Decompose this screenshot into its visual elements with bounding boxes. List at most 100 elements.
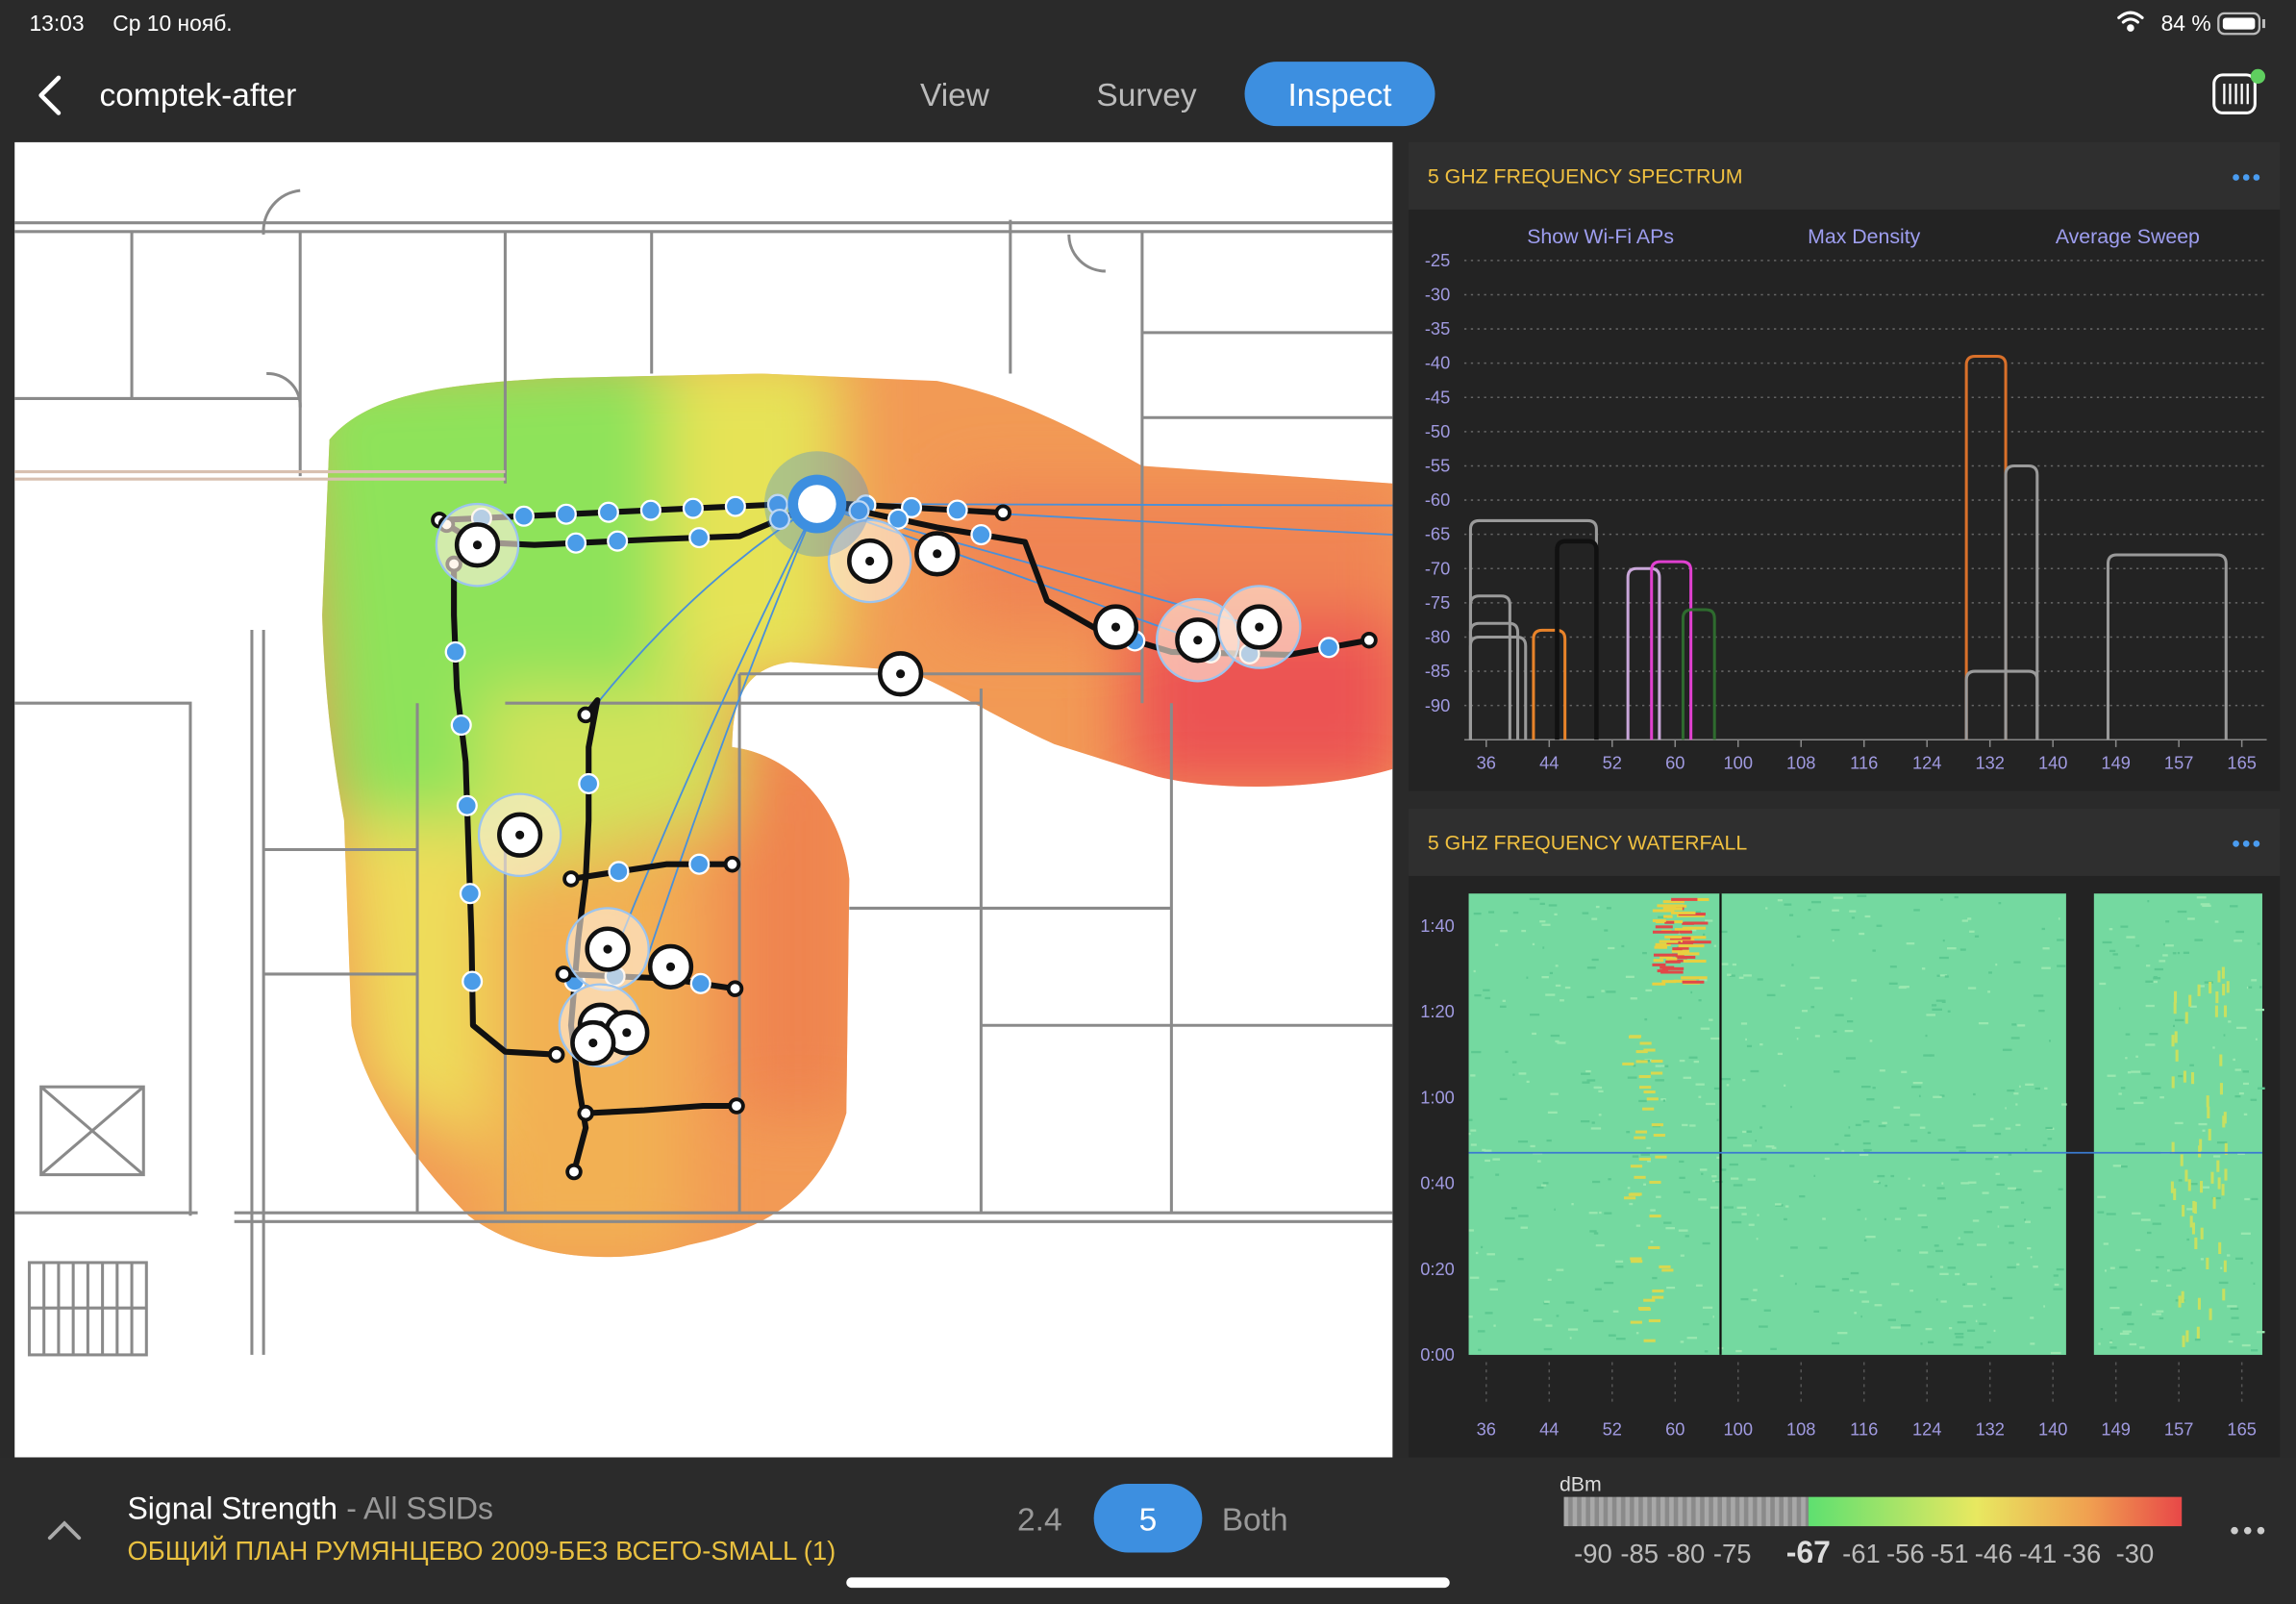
noise: [2182, 1204, 2185, 1217]
tab[interactable]: Survey: [1096, 78, 1197, 113]
noise: [2222, 1289, 2226, 1301]
noise: [1836, 1332, 1848, 1335]
y-tick-label: -90: [1425, 695, 1450, 715]
noise: [2056, 1267, 2064, 1271]
noise: [1470, 1074, 1476, 1077]
noise: [2172, 1268, 2183, 1271]
expand-button[interactable]: [47, 1520, 82, 1541]
band-option[interactable]: Both: [1222, 1503, 1288, 1539]
x-tick-label: 157: [2164, 753, 2193, 773]
noise: [2132, 1212, 2141, 1215]
noise: [1593, 1232, 1599, 1235]
noise: [1784, 903, 1792, 906]
noise: [1655, 1065, 1665, 1067]
status-time: 13:03: [29, 11, 84, 36]
spectrum-control[interactable]: Average Sweep: [2056, 225, 2200, 248]
noise: [1855, 1123, 1861, 1127]
noise: [1940, 898, 1943, 901]
noise: [1632, 1155, 1639, 1158]
band-option[interactable]: 5: [1139, 1503, 1158, 1539]
noise: [1590, 1127, 1602, 1130]
noise: [1763, 1309, 1771, 1312]
noise: [1592, 1319, 1604, 1322]
noise: [2057, 965, 2066, 967]
noise: [1921, 1226, 1928, 1229]
noise: [1710, 1037, 1721, 1040]
noise: [2187, 1179, 2191, 1191]
survey-point: [462, 970, 484, 992]
noise: [2188, 994, 2192, 1007]
noise: [1942, 939, 1945, 942]
noise: [1784, 1084, 1786, 1087]
spectrum-curve: [1468, 518, 1598, 740]
noise: [2019, 1085, 2021, 1088]
noise: [1814, 1035, 1820, 1038]
noise: [2100, 1328, 2104, 1331]
noise: [1526, 976, 1529, 979]
noise: [2159, 960, 2166, 963]
current-ap[interactable]: [763, 451, 870, 557]
noise: [1761, 1105, 1766, 1108]
noise: [2058, 1188, 2063, 1190]
noise: [2109, 1346, 2117, 1349]
noise: [2104, 1269, 2107, 1272]
noise: [1606, 907, 1611, 910]
survey-point: [1318, 637, 1340, 659]
noise: [2173, 1188, 2177, 1201]
noise: [1844, 1029, 1854, 1033]
noise: [1665, 1227, 1675, 1230]
noise: [2154, 967, 2163, 971]
device-icon[interactable]: [2212, 68, 2266, 114]
spectrum-control[interactable]: Max Density: [1808, 225, 1921, 248]
band-option[interactable]: 2.4: [1017, 1503, 1062, 1539]
noise: [1630, 1165, 1643, 1168]
bottom-menu[interactable]: [2231, 1526, 2265, 1535]
noise: [1834, 1014, 1844, 1016]
ap-dot: [865, 556, 875, 566]
noise: [1832, 1341, 1840, 1345]
panel-menu[interactable]: [2233, 840, 2260, 847]
survey-endpoint: [565, 1163, 583, 1181]
noise: [1539, 902, 1545, 906]
noise: [1736, 1206, 1747, 1209]
noise: [1660, 1098, 1666, 1101]
noise: [1721, 1077, 1732, 1081]
noise: [1967, 917, 1972, 920]
noise: [1589, 1230, 1597, 1233]
noise: [2212, 1046, 2215, 1049]
tab[interactable]: Inspect: [1287, 78, 1392, 113]
status-date: Ср 10 нояб.: [112, 11, 232, 36]
y-tick-label: -70: [1425, 558, 1450, 578]
noise: [1484, 1149, 1492, 1152]
x-tick-label: 36: [1477, 753, 1496, 773]
noise: [2127, 1071, 2132, 1074]
survey-point: [555, 503, 577, 525]
back-button[interactable]: [38, 75, 62, 115]
noise: [2159, 1204, 2165, 1207]
x-tick-label: 140: [2038, 1419, 2067, 1440]
survey-endpoint: [562, 870, 580, 888]
noise: [1897, 1249, 1902, 1252]
noise: [2206, 1095, 2209, 1108]
noise: [1595, 1243, 1605, 1247]
noise: [1630, 1320, 1642, 1324]
noise: [2120, 925, 2129, 928]
noise: [1653, 953, 1677, 957]
noise: [1540, 1184, 1547, 1187]
noise: [1671, 897, 1698, 901]
noise: [1846, 1019, 1854, 1023]
noise: [1495, 1173, 1500, 1176]
noise: [1824, 1157, 1830, 1161]
panel-menu[interactable]: [2233, 174, 2260, 181]
noise: [1664, 935, 1683, 939]
noise: [2162, 942, 2165, 946]
noise: [1926, 1014, 1936, 1016]
legend-label: -56: [1886, 1539, 1925, 1568]
spectrum-curve: [2004, 464, 2039, 740]
spectrum-control[interactable]: Show Wi-Fi APs: [1527, 225, 1674, 248]
x-tick-label: 36: [1477, 1419, 1496, 1440]
noise: [1765, 1145, 1775, 1148]
noise: [1757, 1214, 1759, 1216]
noise: [2152, 1222, 2161, 1225]
tab[interactable]: View: [920, 78, 990, 113]
